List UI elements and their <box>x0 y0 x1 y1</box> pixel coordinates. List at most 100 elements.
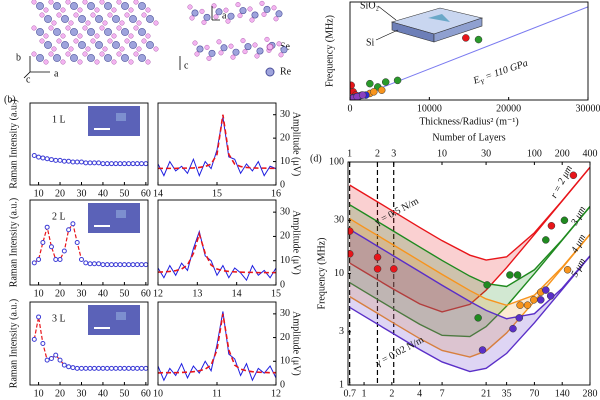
re-atom <box>87 28 95 36</box>
se-atom <box>90 12 96 18</box>
data-point <box>53 352 59 358</box>
re-atom <box>203 13 211 21</box>
se-atom <box>145 7 151 13</box>
se-atom <box>242 49 248 55</box>
data-point <box>113 161 119 167</box>
se-atom <box>102 46 108 52</box>
se-atom <box>218 50 224 56</box>
y-tick-label: 0 <box>280 279 285 290</box>
re-atom <box>275 10 283 18</box>
re-atom <box>104 28 112 36</box>
x-tick-label: 13 <box>192 288 202 299</box>
data-point <box>117 365 123 371</box>
optical-image <box>88 106 140 136</box>
se-atom <box>187 4 193 10</box>
data-point <box>516 301 524 309</box>
data-point <box>91 261 97 267</box>
se-atom <box>73 38 79 44</box>
x2-tick-label: 2 <box>375 148 380 159</box>
hole <box>428 14 450 22</box>
x2-tick-label: 3 <box>391 148 396 159</box>
se-atom <box>43 33 49 39</box>
upper-curve <box>349 204 590 288</box>
annotation-part: = 110 GPa <box>482 58 530 84</box>
data-point <box>474 314 482 322</box>
se-atom <box>223 7 229 13</box>
device-side <box>433 17 483 43</box>
x-tick-label: 21 <box>481 388 491 399</box>
re-atom <box>112 15 120 23</box>
re-atom <box>95 15 103 23</box>
data-point <box>134 262 140 268</box>
data-point <box>126 262 132 268</box>
se-atom <box>136 20 142 26</box>
se-atom <box>116 0 122 5</box>
axis-letter: c <box>26 74 31 85</box>
data-point <box>44 357 50 363</box>
se-atom <box>194 51 200 57</box>
legend-se <box>266 43 274 51</box>
data-point <box>57 157 63 163</box>
y-tick-label: 3 <box>339 326 344 337</box>
axis-letter: a <box>54 68 59 79</box>
se-atom <box>65 0 71 5</box>
trace <box>350 6 588 100</box>
data-point <box>104 365 110 371</box>
y-tick-label: 10 <box>334 268 344 279</box>
range-band <box>349 204 590 337</box>
data-point <box>87 365 93 371</box>
panel-label: (d) <box>310 153 322 164</box>
x2-tick-label: 100 <box>527 148 542 159</box>
y-tick-label: 100 <box>329 156 344 167</box>
re-atom <box>36 54 44 62</box>
se-atom <box>48 51 54 57</box>
se-atom <box>77 59 83 65</box>
se-atom <box>99 51 105 57</box>
data-point <box>113 365 119 371</box>
re-atom <box>129 41 137 49</box>
se-atom <box>51 46 57 52</box>
x-tick-label: 30 <box>76 188 86 199</box>
se-atom <box>111 59 117 65</box>
se-atom <box>264 36 270 42</box>
re-atom <box>215 8 223 16</box>
annotation-part: E <box>471 75 481 88</box>
data-point <box>121 161 127 167</box>
se-atom <box>43 59 49 65</box>
re-atom <box>138 28 146 36</box>
data-point <box>348 227 354 235</box>
re-atom <box>78 41 86 49</box>
data-point <box>74 240 80 245</box>
data-point <box>547 222 556 230</box>
se-atom <box>60 33 66 39</box>
flake <box>116 113 126 121</box>
re-atom <box>87 54 95 62</box>
lower-curve <box>349 255 590 373</box>
data-point <box>109 262 115 268</box>
data-point <box>104 161 110 167</box>
se-atom <box>261 11 267 17</box>
y-tick-label: 0 <box>280 379 285 390</box>
data-point <box>74 365 80 371</box>
data-point <box>66 227 72 233</box>
plot-area <box>31 305 148 371</box>
data-point <box>121 262 127 268</box>
inset-label: Si <box>366 37 375 48</box>
re-atom <box>112 41 120 49</box>
x-tick-label: 7 <box>440 388 445 399</box>
se-atom <box>237 13 243 19</box>
legend-re <box>265 67 275 77</box>
plot-area <box>31 106 148 167</box>
se-atom <box>213 14 219 20</box>
data-point <box>462 34 470 42</box>
y-tick-label: 30 <box>334 215 344 226</box>
x-tick-label: 20 <box>55 388 65 399</box>
plot-frame <box>29 102 149 186</box>
x-tick-label: 15 <box>212 188 222 199</box>
data-point <box>126 365 132 371</box>
se-atom <box>116 25 122 31</box>
trace <box>158 116 276 178</box>
axis-letter: a <box>222 10 227 21</box>
plot-frame <box>157 102 277 186</box>
